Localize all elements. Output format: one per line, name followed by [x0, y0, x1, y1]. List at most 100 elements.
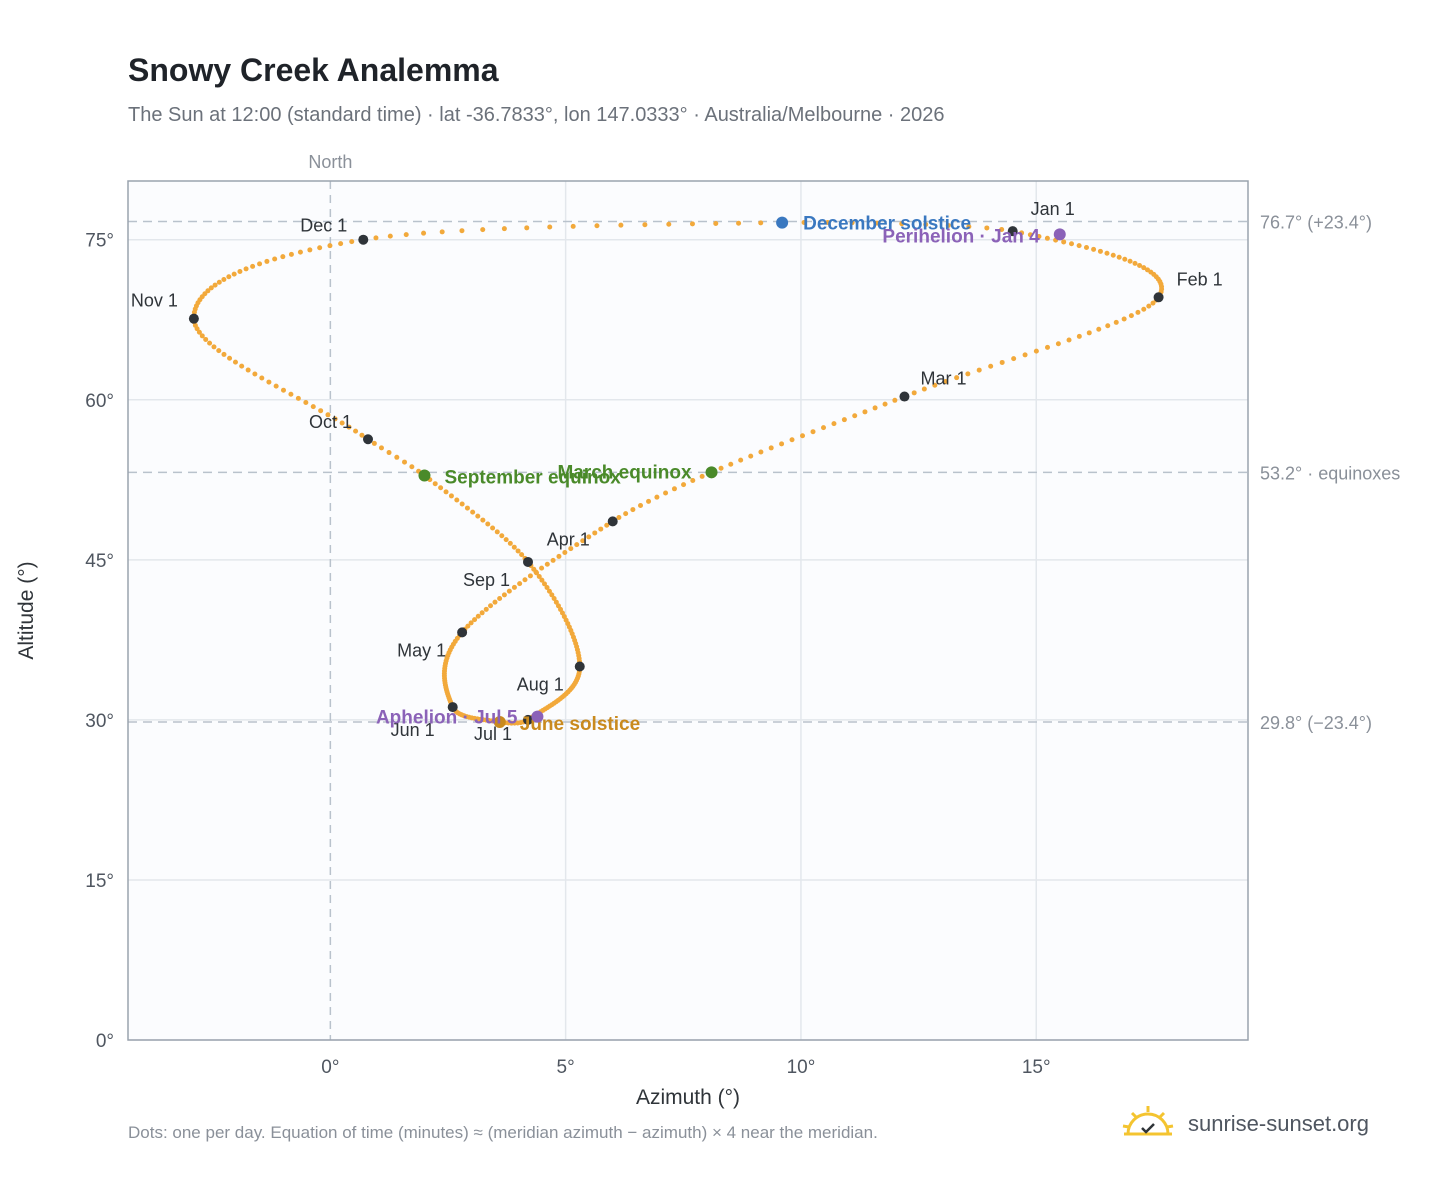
daily-position-dot [317, 245, 323, 251]
daily-position-dot [779, 441, 785, 447]
daily-position-dot [1061, 239, 1067, 245]
daily-position-dot [438, 485, 444, 491]
daily-position-dot [965, 371, 971, 377]
daily-position-dot [421, 230, 427, 236]
event-marker [1053, 228, 1066, 241]
daily-position-dot [454, 497, 460, 503]
daily-position-dot [522, 577, 528, 583]
daily-position-dot [1044, 235, 1050, 241]
daily-position-dot [1141, 306, 1147, 312]
daily-position-dot [479, 610, 485, 616]
daily-position-dot [646, 498, 652, 504]
daily-position-dot [556, 553, 562, 559]
month-marker [363, 434, 373, 445]
daily-position-dot [239, 363, 245, 369]
daily-position-dot [480, 517, 486, 523]
month-marker [899, 391, 910, 402]
daily-position-dot [718, 465, 724, 471]
daily-position-dot [1127, 258, 1133, 264]
daily-position-dot [1036, 234, 1042, 240]
daily-position-dot [638, 502, 644, 508]
daily-position-dot [539, 565, 545, 571]
daily-position-dot [1137, 263, 1143, 269]
daily-position-dot [1141, 265, 1147, 271]
daily-position-dot [459, 501, 465, 507]
daily-position-dot [1105, 323, 1111, 329]
daily-position-dot [208, 285, 214, 291]
daily-position-dot [266, 379, 272, 385]
daily-position-dot [671, 486, 677, 492]
daily-position-dot [465, 623, 471, 629]
x-tick-label: 10° [787, 1057, 816, 1078]
daily-position-dot [468, 620, 474, 626]
month-marker [358, 234, 369, 245]
daily-position-dot [544, 585, 550, 591]
daily-position-dot [849, 220, 855, 226]
daily-position-dot [1135, 309, 1141, 315]
daily-position-dot [288, 251, 294, 257]
event-marker [531, 710, 544, 723]
daily-position-dot [1150, 300, 1156, 306]
daily-position-dot [654, 494, 660, 500]
month-marker-label: Sep 1 [463, 570, 510, 590]
month-marker-label: Nov 1 [131, 291, 178, 311]
daily-position-dot [562, 549, 568, 555]
daily-position-dot [921, 386, 927, 392]
daily-position-dot [536, 574, 542, 580]
daily-position-dot [243, 266, 249, 272]
daily-position-dot [943, 378, 949, 384]
plot-border [127, 180, 1249, 1041]
daily-position-dot [245, 367, 251, 373]
daily-position-dot [984, 225, 990, 231]
daily-position-dot [221, 351, 227, 357]
daily-position-dot [689, 221, 695, 227]
daily-position-dot [1066, 337, 1072, 343]
daily-position-dot [544, 561, 550, 567]
daily-position-dot [568, 546, 574, 552]
daily-position-dot [862, 409, 868, 415]
daily-position-dot [488, 603, 494, 609]
daily-position-dot [232, 359, 238, 365]
daily-position-dot [288, 391, 294, 397]
daily-position-dot [303, 399, 309, 405]
daily-position-dot [332, 416, 338, 422]
daily-position-dot [443, 489, 449, 495]
month-marker [447, 702, 458, 713]
daily-position-dot [373, 235, 379, 241]
daily-position-dot [378, 445, 384, 451]
daily-position-dot [394, 454, 400, 460]
month-marker-label: Dec 1 [300, 216, 347, 236]
month-marker [188, 313, 199, 324]
daily-position-dot [810, 429, 816, 435]
daily-position-dot [586, 534, 592, 540]
daily-position-dot [594, 223, 600, 229]
daily-position-dot [327, 243, 333, 249]
daily-position-dot [432, 481, 438, 487]
daily-position-dot [485, 521, 491, 527]
daily-position-dot [800, 433, 806, 439]
daily-position-dot [527, 573, 533, 579]
daily-position-dot [555, 603, 561, 609]
y-tick-label: 30° [85, 711, 114, 732]
daily-position-dot [497, 596, 503, 602]
daily-position-dot [542, 581, 548, 587]
event-label: June solstice [520, 714, 640, 735]
daily-position-dot [736, 220, 742, 226]
daily-position-dot [346, 424, 352, 430]
brand[interactable]: sunrise-sunset.org [1120, 1100, 1369, 1148]
y-tick-label: 60° [85, 391, 114, 412]
daily-position-dot [574, 542, 580, 548]
daily-position-dot [349, 239, 355, 245]
daily-position-dot [203, 336, 209, 342]
x-axis-label: Azimuth (°) [636, 1086, 740, 1109]
daily-position-dot [1069, 241, 1075, 247]
daily-position-dot [1044, 344, 1050, 350]
daily-position-dot [386, 450, 392, 456]
daily-position-dot [472, 617, 478, 623]
daily-position-dot [483, 606, 489, 612]
chart-subtitle: The Sun at 12:00 (standard time) · lat -… [128, 104, 945, 126]
month-marker-label: Jun 1 [391, 720, 435, 740]
daily-position-dot [409, 464, 415, 470]
daily-position-dot [511, 584, 517, 590]
